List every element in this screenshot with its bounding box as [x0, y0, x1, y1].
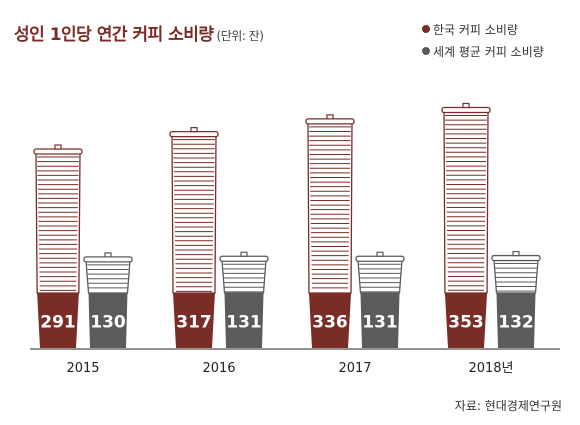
data-label: 353: [448, 313, 484, 333]
cup-fill: [360, 293, 400, 348]
cup-lid-tab: [190, 127, 198, 133]
legend-label-world: 세계 평균 커피 소비량: [433, 44, 544, 59]
chart-title-text: 성인 1인당 연간 커피 소비량: [14, 25, 214, 45]
source-note: 자료: 현대경제연구원: [454, 399, 562, 413]
cup-bar-korea-2018년: 353: [441, 102, 491, 348]
data-label: 291: [40, 313, 76, 333]
cup-fill: [37, 293, 79, 348]
cup-bar-world-2016: 131: [219, 251, 269, 348]
cup-group-2017: 336 131: [305, 114, 405, 348]
cup-body: [357, 259, 403, 294]
legend-swatch-korea: [422, 25, 430, 33]
cup-bar-korea-2017: 336: [305, 114, 355, 348]
cup-fill: [88, 293, 128, 348]
cup-fill: [173, 293, 215, 348]
data-label: 131: [226, 313, 262, 333]
legend-item-korea: 한국 커피 소비량: [422, 18, 544, 40]
cup-bar-korea-2016: 317: [169, 127, 219, 348]
cup-bar-world-2015: 130: [83, 252, 133, 348]
data-label: 132: [498, 313, 534, 333]
cup-lid-tab: [104, 252, 112, 258]
x-tick-label: 2017: [338, 361, 371, 376]
cup-bar-korea-2015: 291: [33, 144, 83, 348]
cup-body: [493, 258, 539, 294]
cup-fill: [444, 293, 488, 348]
cup-group-2018년: 353 132: [441, 102, 541, 348]
cup-fill: [496, 293, 536, 348]
legend-item-world: 세계 평균 커피 소비량: [422, 40, 544, 62]
cup-lid: [491, 254, 541, 262]
legend-swatch-world: [422, 47, 430, 55]
chart-title: 성인 1인당 연간 커피 소비량 (단위: 잔): [14, 20, 264, 45]
cup-body: [221, 259, 267, 294]
cup-lid-tab: [376, 251, 384, 257]
x-tick-label: 2018년: [468, 361, 513, 376]
cup-bar-world-2018년: 132: [491, 250, 541, 348]
cup-lid-tab: [462, 102, 470, 109]
cup-lid-tab: [326, 114, 334, 120]
cup-body: [307, 122, 353, 294]
cup-lid: [83, 256, 133, 263]
data-label: 131: [362, 313, 398, 333]
cup-lid-tab: [54, 144, 62, 150]
cup-lid: [169, 130, 219, 138]
cup-lid: [305, 118, 355, 125]
cup-fill: [308, 293, 352, 348]
cup-lid-tab: [512, 250, 520, 257]
legend: 한국 커피 소비량 세계 평균 커피 소비량: [422, 18, 544, 62]
cup-lid: [441, 106, 491, 114]
cup-group-2015: 291 130: [33, 144, 133, 348]
cup-lid-tab: [240, 251, 248, 257]
data-label: 317: [176, 313, 212, 333]
cup-lid: [219, 255, 269, 262]
cup-lid: [33, 148, 83, 155]
cup-lid: [355, 255, 405, 262]
x-tick-label: 2015: [66, 361, 99, 376]
x-tick-label: 2016: [202, 361, 235, 376]
cup-bar-world-2017: 131: [355, 251, 405, 348]
data-label: 130: [90, 313, 126, 333]
cup-body: [171, 134, 217, 294]
unit-note: (단위: 잔): [216, 29, 264, 43]
data-label: 336: [312, 313, 348, 333]
cup-group-2016: 317 131: [169, 127, 269, 348]
cup-fill: [224, 293, 264, 348]
legend-label-korea: 한국 커피 소비량: [433, 22, 518, 37]
